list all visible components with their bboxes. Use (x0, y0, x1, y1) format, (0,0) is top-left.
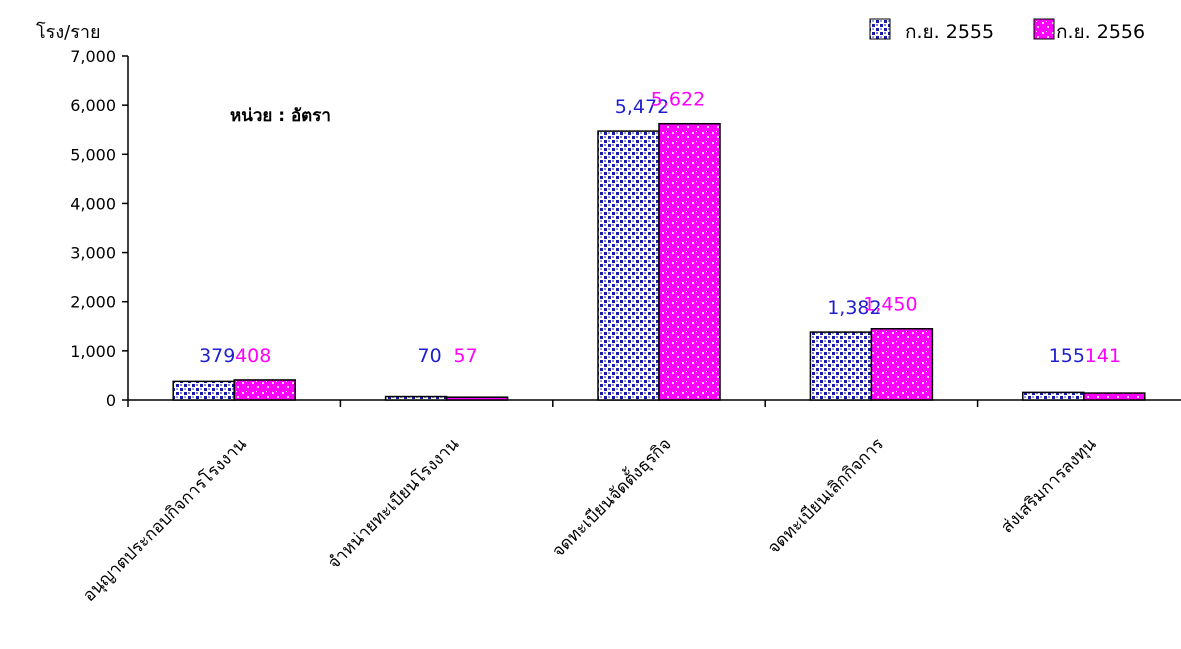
value-label: 408 (235, 345, 271, 367)
category-label: ส่งเสริมการลงทุน (997, 434, 1100, 537)
unit-note: หน่วย : อัตรา (230, 106, 331, 126)
bar (384, 395, 448, 401)
y-tick-label: 5,000 (70, 145, 116, 164)
category-labels: อนุญาตประกอบกิจการโรงงาน จำหน่ายทะเบียนโร… (79, 432, 1101, 606)
bar (233, 379, 296, 401)
y-tick-label: 2,000 (70, 293, 116, 312)
value-label: 1,382 (827, 297, 881, 319)
value-label: 379 (199, 345, 235, 367)
bar (870, 327, 934, 401)
bars (172, 122, 1146, 401)
y-tick-label: 0 (106, 391, 116, 410)
legend-swatch-2555 (869, 18, 891, 40)
y-ticks: 0 1,000 2,000 3,000 4,000 5,000 6,000 7,000 (70, 47, 128, 410)
value-label: 155 (1049, 345, 1085, 367)
value-label: 141 (1085, 345, 1121, 367)
bar (1083, 392, 1146, 401)
y-tick-label: 7,000 (70, 47, 116, 66)
legend-label-2556: ก.ย. 2556 (1056, 21, 1145, 43)
y-axis-label: โรง/ราย (36, 21, 101, 43)
legend-swatch-2556 (1033, 18, 1055, 40)
y-tick-label: 6,000 (70, 96, 116, 115)
legend: ก.ย. 2555 ก.ย. 2556 (869, 18, 1145, 43)
bar (658, 122, 721, 401)
value-label: 57 (454, 345, 478, 367)
bar (1022, 391, 1085, 401)
x-ticks (127, 400, 979, 407)
bar (172, 380, 235, 401)
value-label: 5,472 (615, 96, 669, 118)
value-label: 70 (418, 345, 442, 367)
category-label: อนุญาตประกอบกิจการโรงงาน (79, 433, 251, 605)
category-label: จำหน่ายทะเบียนโรงงาน (324, 433, 464, 573)
value-label: 1,450 (863, 294, 917, 316)
category-label: จดทะเบียนเลิกกิจการ (764, 434, 888, 558)
y-tick-label: 4,000 (70, 194, 116, 213)
y-tick-label: 1,000 (70, 342, 116, 361)
bar (445, 396, 509, 401)
bar (809, 331, 873, 401)
category-label: จดทะเบียนจัดตั้งธุรกิจ (546, 432, 675, 561)
bar (597, 130, 660, 401)
legend-label-2555: ก.ย. 2555 (905, 21, 994, 43)
y-tick-label: 3,000 (70, 244, 116, 263)
value-label: 5,622 (651, 89, 705, 111)
